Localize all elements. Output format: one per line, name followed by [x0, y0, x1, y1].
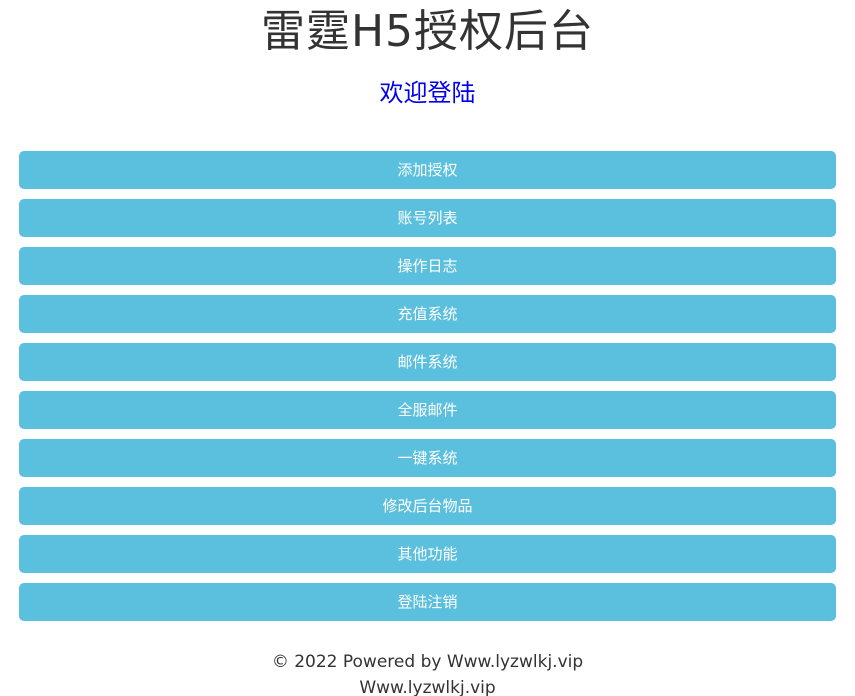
- menu-button-login-logout[interactable]: 登陆注销: [19, 583, 836, 621]
- menu-button-one-key-system[interactable]: 一键系统: [19, 439, 836, 477]
- page-title: 雷霆H5授权后台: [260, 6, 595, 57]
- menu: 添加授权 账号列表 操作日志 充值系统 邮件系统 全服邮件 一键系统 修改后台物…: [0, 151, 855, 621]
- menu-button-modify-backend-items[interactable]: 修改后台物品: [19, 487, 836, 525]
- menu-button-add-authorization[interactable]: 添加授权: [19, 151, 836, 189]
- menu-button-recharge-system[interactable]: 充值系统: [19, 295, 836, 333]
- footer-site: Www.lyzwlkj.vip: [359, 678, 496, 696]
- menu-button-operation-log[interactable]: 操作日志: [19, 247, 836, 285]
- footer: © 2022 Powered by Www.lyzwlkj.vip Www.ly…: [0, 649, 855, 696]
- menu-button-other-functions[interactable]: 其他功能: [19, 535, 836, 573]
- menu-button-account-list[interactable]: 账号列表: [19, 199, 836, 237]
- menu-button-mail-system[interactable]: 邮件系统: [19, 343, 836, 381]
- welcome-row: 欢迎登陆: [0, 78, 855, 111]
- menu-button-all-server-mail[interactable]: 全服邮件: [19, 391, 836, 429]
- welcome-login-link[interactable]: 欢迎登陆: [379, 79, 476, 107]
- footer-copyright: © 2022 Powered by Www.lyzwlkj.vip: [271, 652, 584, 672]
